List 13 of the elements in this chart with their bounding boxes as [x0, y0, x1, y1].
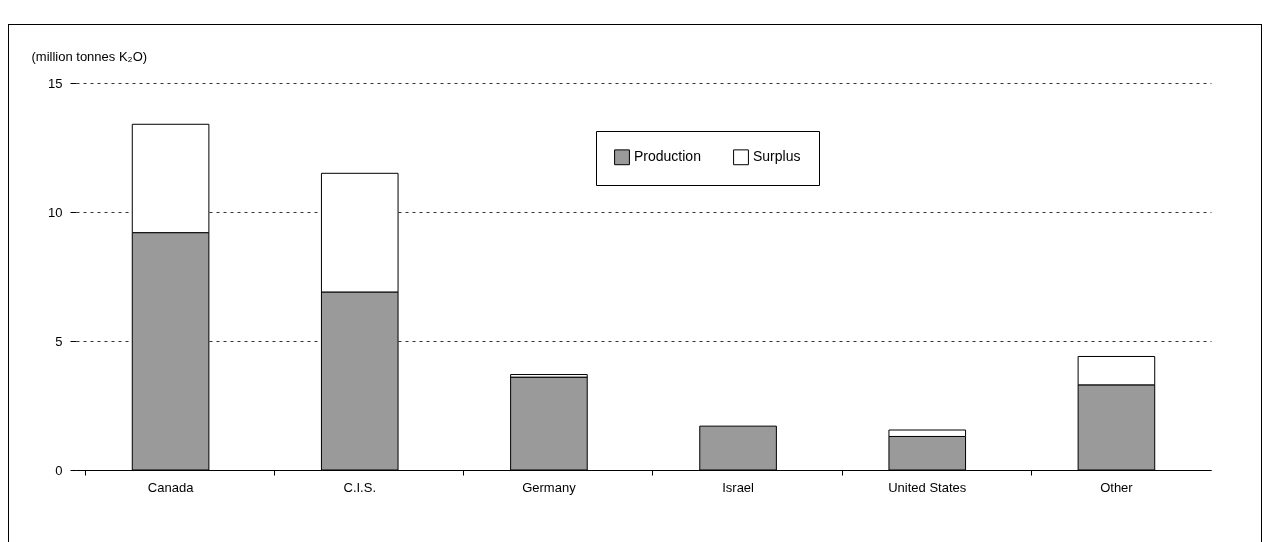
- legend-label: Production: [634, 148, 701, 165]
- y-axis-title: (million tonnes K₂O): [31, 48, 148, 64]
- y-tick-label: 5: [55, 333, 63, 349]
- y-tick-label: 15: [48, 75, 63, 91]
- x-tick-label: United States: [888, 479, 967, 495]
- legend-label: Surplus: [753, 148, 801, 165]
- y-tick-label: 10: [48, 204, 63, 220]
- x-tick-label: Other: [1100, 479, 1134, 495]
- x-tick-label: Israel: [722, 479, 755, 495]
- y-tick-label: 0: [55, 462, 63, 478]
- x-tick-label: Canada: [147, 479, 195, 495]
- x-tick-label: C.I.S.: [343, 479, 377, 495]
- x-tick-label: Germany: [522, 479, 577, 495]
